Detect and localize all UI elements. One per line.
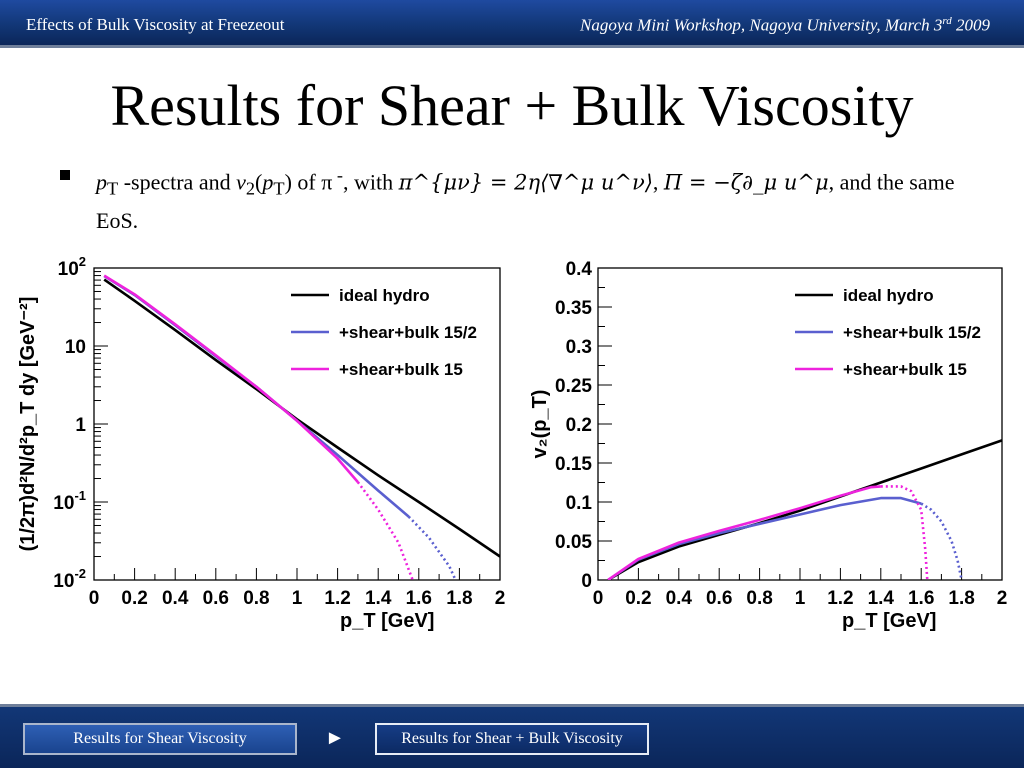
bulk-equation: Π = −ζ∂_μ u^μ — [663, 170, 829, 195]
spectra-chart: 0 0.2 0.4 0.6 0.8 1 1.2 1.4 1.6 1.8 2 102 10 1 10-1 10-… — [17, 254, 506, 632]
y-axis-title: v₂(p_T) — [529, 390, 551, 459]
bullet-marker — [60, 170, 70, 180]
x-tick-label: 0.2 — [625, 588, 651, 609]
x-tick-label: 1 — [795, 588, 806, 609]
y-tick-label: 0.3 — [566, 337, 592, 358]
nav-arrow-icon: ► — [325, 727, 345, 749]
x-tick-label: 0.4 — [666, 588, 693, 609]
x-tick-label: 0.6 — [706, 588, 732, 609]
x-tick-label: 1 — [292, 588, 303, 609]
pt-symbol: p — [262, 169, 274, 195]
y-tick-label: 10-1 — [53, 488, 86, 514]
legend-label: ideal hydro — [339, 286, 430, 305]
bullet-text-part: , — [652, 169, 664, 195]
x-tick-label: 1.8 — [446, 588, 472, 609]
shear-equation: π^{μν} = 2η⟨∇^μ u^ν⟩ — [398, 170, 653, 195]
y-tick-label: 10 — [65, 337, 86, 358]
legend-label: ideal hydro — [843, 286, 934, 305]
v2-subscript: 2 — [245, 178, 256, 199]
y-tick-label: 0.05 — [555, 532, 592, 553]
x-tick-label: 1.6 — [406, 588, 432, 609]
x-tick-label: 0 — [89, 588, 100, 609]
series-dotted-line — [880, 485, 929, 580]
header-venue-sup: rd — [942, 15, 952, 27]
x-tick-label: 1.6 — [908, 588, 934, 609]
pion-charge: - — [332, 165, 344, 185]
x-tick-label: 1.2 — [827, 588, 853, 609]
series-group — [103, 274, 500, 580]
y-tick-label: 102 — [58, 254, 86, 280]
legend-label: +shear+bulk 15/2 — [339, 323, 477, 342]
current-slide-button[interactable]: Results for Shear + Bulk Viscosity — [375, 723, 649, 755]
y-tick-label: 0.35 — [555, 298, 592, 319]
bullet-text-part: , with — [343, 169, 399, 195]
bullet-text-part: , and the same EoS. — [96, 169, 955, 233]
header-venue-text: Nagoya Mini Workshop, Nagoya University,… — [580, 15, 943, 35]
y-tick-label: 10-2 — [53, 566, 86, 592]
series-line — [103, 278, 500, 558]
legend-label: +shear+bulk 15/2 — [843, 323, 981, 342]
x-tick-label: 1.4 — [868, 588, 895, 609]
bullet-text: pT -spectra and v2(pT) of π -, with π^{μ… — [96, 160, 976, 236]
y-tick-label: 0.25 — [555, 376, 592, 397]
x-axis-title: p_T [GeV] — [340, 610, 434, 632]
legend-label: +shear+bulk 15 — [843, 360, 967, 379]
header-venue: Nagoya Mini Workshop, Nagoya University,… — [580, 15, 990, 36]
slide-title: Results for Shear + Bulk Viscosity — [110, 73, 914, 138]
x-tick-label: 1.2 — [324, 588, 350, 609]
series-group — [607, 439, 1002, 580]
prev-slide-button[interactable]: Results for Shear Viscosity — [23, 723, 297, 755]
v2-chart: 0 0.2 0.4 0.6 0.8 1 1.2 1.4 1.6 1.8 2 0 0.05 0.1 0.15 0… — [529, 259, 1008, 632]
slide-header: Effects of Bulk Viscosity at Freezeout N… — [0, 0, 1024, 48]
pt-subscript: T — [273, 178, 285, 199]
series-line — [607, 496, 922, 580]
x-tick-label: 0.8 — [243, 588, 269, 609]
x-axis-title: p_T [GeV] — [842, 610, 936, 632]
pt-symbol: p — [96, 169, 107, 195]
x-tick-label: 1.4 — [365, 588, 392, 609]
x-tick-label: 2 — [997, 588, 1008, 609]
header-venue-year: 2009 — [951, 15, 990, 35]
bullet-text-part: ) of π — [284, 169, 333, 195]
header-title: Effects of Bulk Viscosity at Freezeout — [26, 15, 285, 34]
slide-footer: Results for Shear Viscosity ► Results fo… — [0, 704, 1024, 768]
y-tick-label: 0.4 — [566, 259, 593, 280]
y-tick-label: 0 — [581, 571, 592, 592]
x-tick-label: 0.6 — [203, 588, 229, 609]
plot-frame — [597, 267, 1003, 581]
y-tick-label: 0.15 — [555, 454, 592, 475]
x-tick-label: 2 — [495, 588, 506, 609]
x-tick-label: 0 — [593, 588, 604, 609]
bullet-text-part: -spectra and — [118, 169, 237, 195]
y-tick-label: 1 — [75, 415, 86, 436]
series-line — [103, 274, 359, 483]
x-tick-label: 0.8 — [746, 588, 772, 609]
y-tick-label: 0.2 — [566, 415, 592, 436]
pt-subscript: T — [107, 178, 119, 199]
series-line — [607, 485, 881, 580]
v2-symbol: v — [236, 169, 246, 195]
x-tick-label: 1.8 — [948, 588, 974, 609]
y-axis-title: (1/2π)d²N/d²p_T dy [GeV⁻²] — [17, 297, 39, 552]
x-tick-label: 0.2 — [121, 588, 147, 609]
y-tick-label: 0.1 — [566, 493, 593, 514]
x-tick-label: 0.4 — [162, 588, 189, 609]
bullet-text-part: ( — [255, 169, 263, 195]
series-line — [607, 439, 1002, 580]
legend-label: +shear+bulk 15 — [339, 360, 463, 379]
